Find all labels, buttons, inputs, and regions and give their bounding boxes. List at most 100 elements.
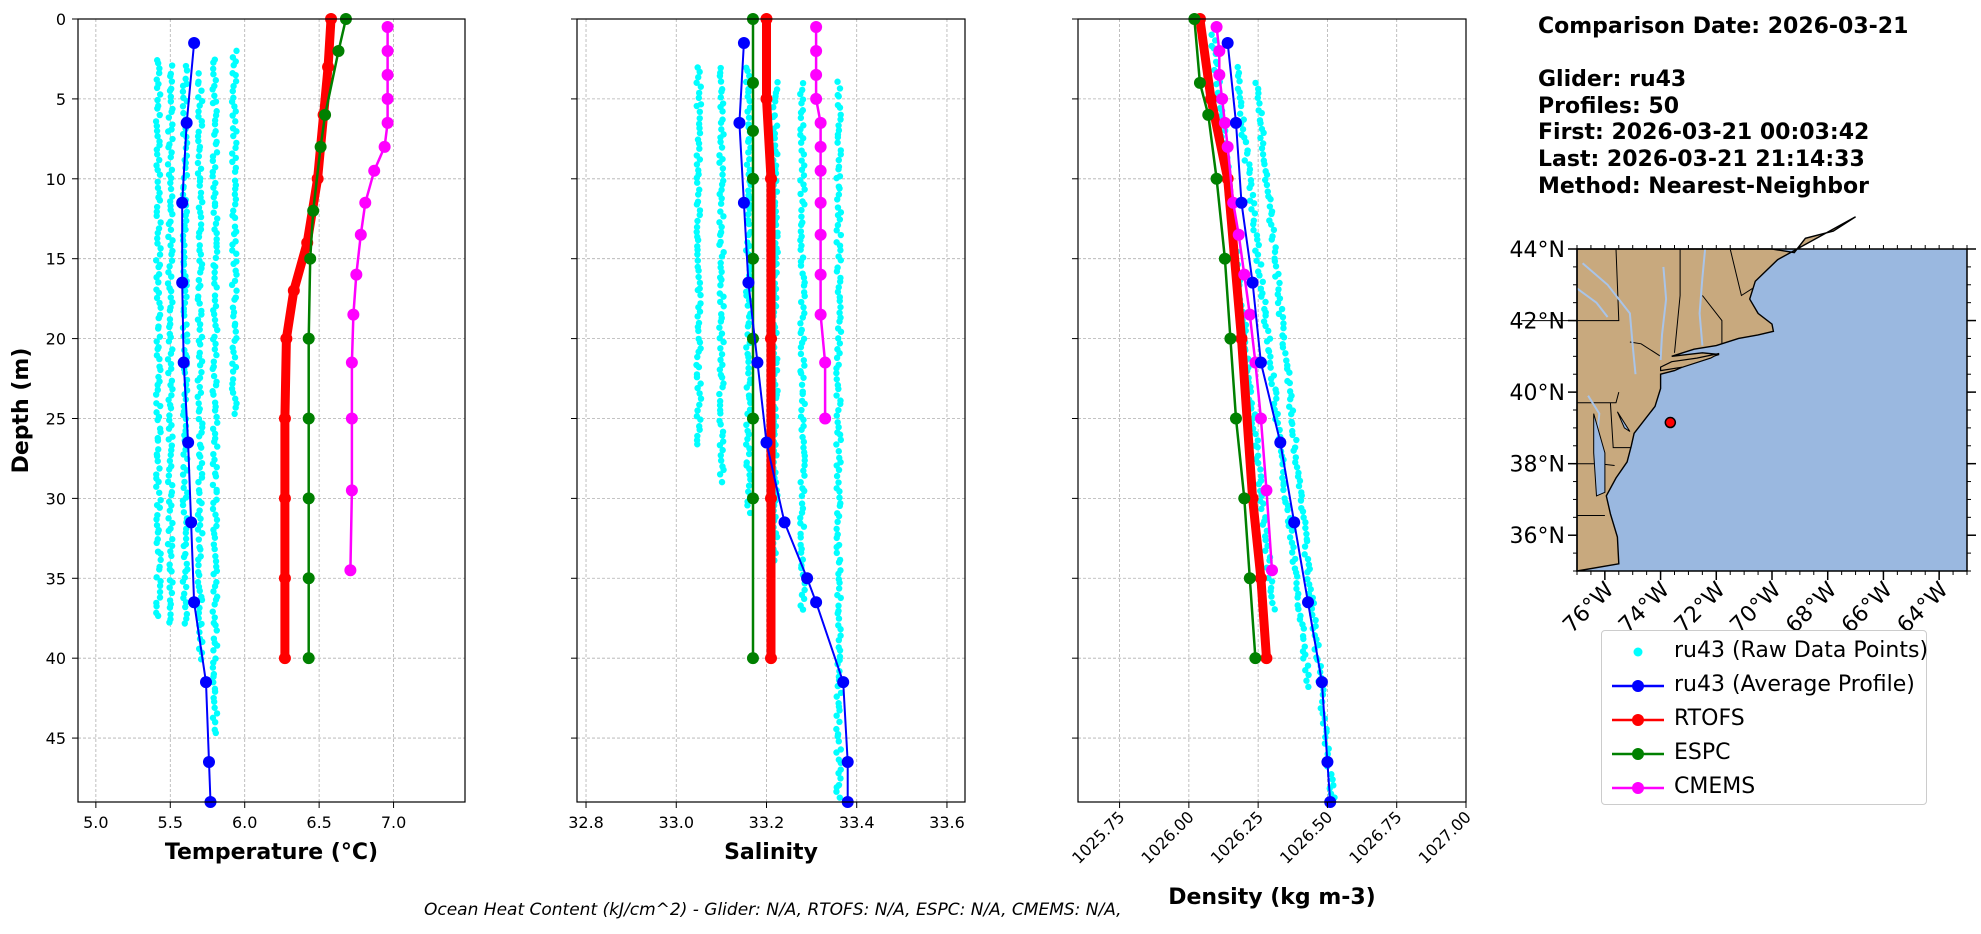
- raw-data-point: [182, 212, 189, 219]
- raw-data-point: [166, 507, 174, 514]
- raw-data-point: [1280, 481, 1287, 489]
- raw-data-point: [213, 351, 220, 359]
- raw-data-point: [717, 421, 724, 428]
- raw-data-point: [716, 441, 724, 449]
- raw-data-point: [801, 452, 808, 460]
- raw-data-point: [209, 99, 217, 107]
- raw-data-point: [184, 489, 191, 496]
- raw-data-point: [169, 579, 176, 586]
- legend-item-espc: ESPC: [1602, 737, 1926, 771]
- raw-data-point: [195, 478, 202, 486]
- raw-data-point: [197, 515, 204, 522]
- raw-data-point: [797, 329, 804, 337]
- cmems-profile-marker: [345, 412, 358, 425]
- raw-data-point: [167, 174, 175, 182]
- raw-data-point: [213, 642, 221, 649]
- raw-data-point: [746, 242, 753, 250]
- raw-data-point: [230, 207, 237, 214]
- cmems-profile-marker: [381, 116, 394, 129]
- raw-data-point: [167, 98, 175, 105]
- raw-data-point: [694, 251, 701, 258]
- raw-data-point: [231, 322, 239, 329]
- cmems-profile-marker: [1266, 564, 1278, 577]
- raw-data-point: [800, 374, 807, 381]
- legend-item-raw: ru43 (Raw Data Points): [1602, 635, 1928, 669]
- raw-data-point: [716, 390, 723, 398]
- raw-data-point: [1262, 312, 1269, 319]
- raw-data-point: [1241, 157, 1248, 164]
- raw-data-point: [697, 291, 704, 299]
- raw-data-point: [183, 615, 190, 622]
- raw-data-point: [156, 355, 163, 363]
- raw-data-point: [1272, 263, 1280, 270]
- raw-data-point: [836, 309, 843, 317]
- y-tick-label: 15: [46, 250, 66, 269]
- raw-data-point: [694, 441, 701, 448]
- raw-data-point: [229, 389, 237, 396]
- raw-data-point: [230, 313, 237, 320]
- legend-swatch-espc: [1612, 748, 1664, 760]
- raw-data-point: [1280, 320, 1287, 327]
- raw-data-point: [1302, 524, 1309, 532]
- raw-data-point: [833, 693, 840, 700]
- raw-data-point: [231, 296, 238, 303]
- glider-profile-marker: [1302, 596, 1315, 609]
- raw-data-point: [165, 220, 173, 228]
- espc-profile-marker: [302, 492, 315, 505]
- raw-data-point: [157, 402, 164, 410]
- raw-data-point: [800, 438, 808, 446]
- cmems-profile-marker: [1260, 484, 1273, 497]
- raw-data-point: [837, 116, 844, 123]
- raw-data-point: [797, 228, 805, 235]
- raw-data-point: [213, 229, 220, 237]
- raw-data-point: [182, 603, 189, 611]
- raw-data-point: [212, 164, 219, 171]
- raw-data-point: [214, 215, 221, 222]
- legend-swatch-cmems: [1612, 782, 1664, 794]
- raw-data-point: [1288, 527, 1296, 534]
- temperature-panel: 5.0 5.5 6.0 6.5 7.0 0 5 10 15 20 25 30 35 40 45 Tempera…: [9, 10, 466, 865]
- raw-data-point: [835, 93, 842, 100]
- raw-data-point: [717, 281, 724, 289]
- raw-data-point: [798, 100, 805, 107]
- raw-data-point: [1292, 454, 1300, 461]
- delaware-bay: [1616, 411, 1631, 432]
- raw-data-point: [718, 276, 725, 284]
- espc-profile-marker: [746, 332, 759, 345]
- glider-profile-line: [738, 42, 849, 803]
- raw-data-point: [166, 87, 174, 94]
- raw-data-point: [745, 114, 753, 121]
- raw-data-point: [696, 115, 703, 122]
- rtofs-profile-marker: [1205, 92, 1218, 105]
- raw-data-point: [835, 602, 842, 609]
- cmems-profile-marker: [381, 92, 394, 105]
- espc-profile-marker: [1202, 108, 1215, 121]
- raw-data-point: [233, 287, 240, 294]
- raw-data-point: [1294, 594, 1301, 601]
- raw-data-point: [837, 247, 844, 254]
- raw-data-point: [1305, 671, 1312, 679]
- raw-data-point: [835, 406, 842, 414]
- raw-data-point: [718, 195, 725, 202]
- raw-data-point: [1293, 464, 1301, 471]
- raw-data-point: [195, 113, 202, 120]
- raw-data-point: [156, 197, 164, 204]
- raw-data-point: [1272, 273, 1279, 280]
- y-tick-label: 10: [46, 170, 66, 189]
- raw-data-point: [213, 413, 220, 421]
- raw-data-point: [834, 419, 841, 426]
- axes-frame: [77, 18, 466, 803]
- raw-data-point: [1304, 575, 1311, 583]
- raw-data-point: [1286, 379, 1293, 387]
- raw-data-point: [199, 530, 206, 537]
- raw-data-point: [1287, 395, 1294, 403]
- raw-data-point: [210, 570, 217, 578]
- rtofs-profile-marker: [287, 284, 300, 297]
- raw-data-point: [1255, 480, 1263, 488]
- x-axis-label: Temperature (°C): [165, 840, 378, 865]
- raw-data-point: [695, 191, 702, 198]
- raw-data-point: [837, 111, 844, 119]
- raw-data-point: [744, 302, 752, 309]
- raw-data-point: [168, 273, 175, 280]
- raw-data-point: [165, 436, 172, 443]
